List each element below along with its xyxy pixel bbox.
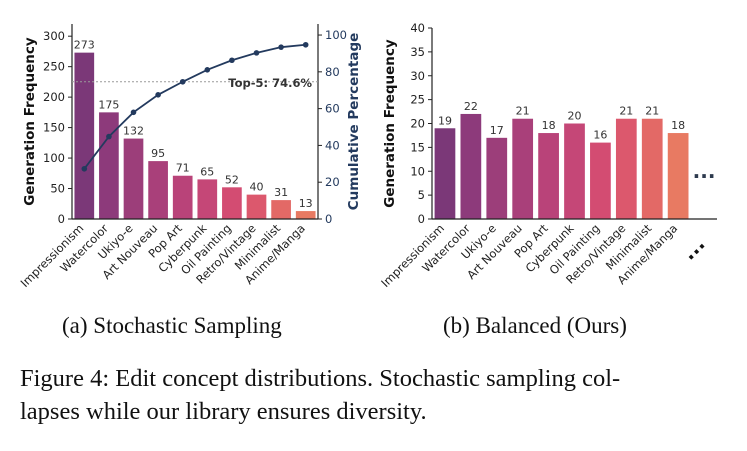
bar-value-label-0: 273 [74,39,95,52]
cumulative-point-5 [204,67,211,73]
bar-value-label-2: 132 [123,125,144,138]
bar-3 [148,161,168,219]
cumulative-point-1 [106,133,112,140]
bar-value-label-7: 21 [619,105,633,118]
bar-2 [123,138,144,219]
y2-tick-label-2: 40 [325,138,340,152]
y-tick-label-0: 0 [58,212,65,226]
subcaption-a: (a) Stochastic Sampling [62,313,282,338]
bar-1 [99,112,119,219]
subcaption-b: (b) Balanced (Ours) [443,313,627,338]
bar-value-label-7: 40 [250,181,264,194]
bar-0 [74,52,95,219]
bar-value-label-2: 17 [490,124,504,137]
y-tick-label-8: 40 [410,21,425,35]
cumulative-point-8 [278,44,284,50]
bar-value-label-5: 20 [568,110,582,123]
bar-value-label-9: 13 [299,197,313,210]
bar-5 [564,123,585,219]
bar-value-label-8: 21 [645,105,659,118]
y-tick-label-4: 200 [43,90,65,104]
y-tick-label-5: 250 [43,60,65,74]
y2-axis-title: Cumulative Percentage [346,33,362,211]
y2-tick-label-0: 0 [325,212,332,226]
y2-tick-label-1: 20 [325,175,340,189]
bar-4 [172,175,193,219]
y-tick-label-3: 150 [43,121,65,135]
bar-value-label-3: 95 [151,147,165,160]
y-tick-label-5: 25 [410,93,425,107]
ellipsis-bar: ... [693,159,716,183]
caption-line-2: lapses while our library ensures diversi… [20,398,427,425]
y-tick-label-3: 15 [410,140,425,154]
cumulative-point-7 [253,50,260,56]
y-axis-title: Generation Frequency [382,39,398,208]
bar-2 [486,137,508,219]
bar-value-label-6: 16 [593,129,607,142]
cumulative-point-0 [81,165,88,172]
bar-0 [434,128,456,219]
y2-tick-label-4: 80 [325,65,340,79]
caption-line-1: Figure 4: Edit concept distributions. St… [20,365,621,392]
bar-7 [246,194,267,219]
bar-8 [271,200,291,219]
bar-value-label-8: 31 [274,186,288,199]
bar-value-label-4: 18 [542,119,556,132]
y-tick-label-6: 30 [410,69,425,83]
cumulative-percentage-line [83,43,306,170]
bar-value-label-6: 52 [225,173,239,186]
bar-5 [197,179,218,219]
y2-tick-label-3: 60 [325,102,340,116]
y-tick-label-7: 35 [410,45,425,59]
y-tick-label-1: 50 [50,182,65,196]
cumulative-point-2 [130,109,137,116]
figure-caption: Figure 4: Edit concept distributions. St… [20,362,730,428]
bar-value-label-3: 21 [516,105,530,118]
y-tick-label-4: 20 [410,117,425,131]
bar-value-label-4: 71 [176,162,190,175]
bar-8 [641,118,663,219]
bar-value-label-5: 65 [200,165,214,178]
cumulative-point-6 [229,57,235,64]
cumulative-point-3 [155,92,161,98]
y-tick-label-6: 300 [43,29,65,43]
bar-value-label-0: 19 [438,114,452,127]
top5-reference-label: Top-5: 74.6% [228,76,312,90]
bar-9 [295,211,316,219]
y-tick-label-0: 0 [418,212,425,226]
bar-value-label-9: 18 [671,119,685,132]
y-tick-label-2: 10 [410,164,425,178]
cumulative-point-4 [179,78,186,85]
bar-6 [222,187,242,219]
bar-value-label-1: 22 [464,100,478,113]
bar-6 [590,142,611,219]
bar-9 [667,133,689,219]
bar-7 [615,118,637,219]
y-axis-title: Generation Frequency [22,37,38,206]
bar-1 [460,113,482,219]
y2-tick-label-5: 100 [325,28,347,42]
bar-3 [512,118,534,219]
bar-value-label-1: 175 [98,98,119,111]
cumulative-point-9 [302,41,309,48]
bar-4 [538,133,559,219]
y-tick-label-1: 5 [418,188,425,202]
ellipsis-tick: ... [676,232,709,265]
y-tick-label-2: 100 [43,151,65,165]
